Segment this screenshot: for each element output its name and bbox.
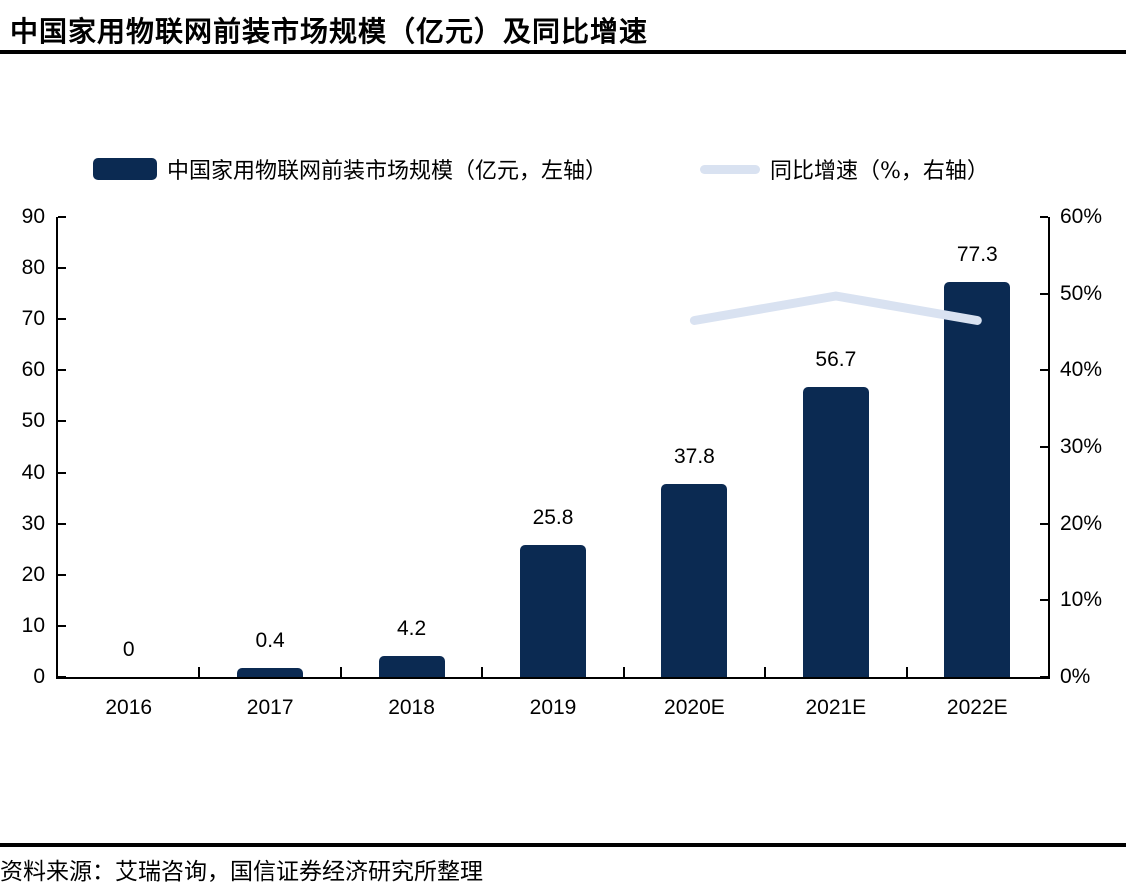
x-axis-tick <box>622 667 625 677</box>
y-axis-left-label: 50 <box>21 409 45 433</box>
y-axis-right-tick <box>1040 216 1048 218</box>
x-axis-label-2020E: 2020E <box>664 696 725 719</box>
bar-value-label-2019: 25.8 <box>532 506 574 530</box>
x-axis-label-2021E: 2021E <box>805 696 867 719</box>
source-divider <box>0 843 1126 847</box>
y-axis-left-tick <box>58 216 66 218</box>
x-axis-label-2016: 2016 <box>105 696 153 719</box>
y-axis-right-label: 40% <box>1060 358 1103 382</box>
y-axis-left-label: 70 <box>21 307 45 331</box>
y-axis-left <box>56 217 58 679</box>
x-axis-label-2017: 2017 <box>246 696 294 719</box>
bar-value-label-2021E: 56.7 <box>815 348 857 372</box>
y-axis-left-label: 30 <box>21 511 45 535</box>
y-axis-left-label: 0 <box>33 665 45 688</box>
y-axis-left-tick <box>58 624 66 627</box>
y-axis-right-label: 0% <box>1060 665 1091 688</box>
y-axis-left-tick <box>58 522 66 525</box>
legend-item-market-size: 中国家用物联网前装市场规模（亿元，左轴） <box>93 150 607 188</box>
growth-rate-line <box>689 291 982 325</box>
y-axis-right <box>1048 217 1050 679</box>
bar-value-label-2016: 0 <box>122 638 135 661</box>
y-axis-right-tick <box>1040 599 1048 602</box>
y-axis-left-tick <box>58 318 66 321</box>
bar-2017 <box>237 668 304 677</box>
y-axis-right-tick <box>1040 292 1048 295</box>
y-axis-right-label: 60% <box>1060 205 1103 228</box>
y-axis-left-tick <box>58 676 66 678</box>
bar-value-label-2017: 0.4 <box>255 629 285 652</box>
x-axis-tick <box>905 667 908 677</box>
x-axis-tick <box>764 667 767 677</box>
y-axis-right-tick <box>1040 369 1048 372</box>
x-axis-label-2018: 2018 <box>388 696 435 719</box>
bar-series-swatch-icon <box>93 158 157 180</box>
legend-item-growth-rate: 同比增速（%，右轴） <box>700 150 989 188</box>
bar-2019 <box>520 545 586 677</box>
y-axis-right-tick <box>1040 522 1048 525</box>
legend-label-market-size: 中国家用物联网前装市场规模（亿元，左轴） <box>167 159 608 184</box>
x-axis-tick <box>481 667 484 677</box>
bar-value-label-2018: 4.2 <box>396 616 427 640</box>
y-axis-left-tick <box>58 573 66 576</box>
y-axis-left-tick <box>58 471 66 474</box>
bar-2020E <box>661 483 728 677</box>
growth-rate-polyline <box>689 291 982 325</box>
source-text: 资料来源：艾瑞咨询，国信证券经济研究所整理 <box>0 859 483 885</box>
y-axis-right-label: 30% <box>1060 435 1103 458</box>
legend-label-growth-rate: 同比增速（%，右轴） <box>770 159 989 184</box>
title-divider <box>0 50 1126 54</box>
x-axis-tick <box>339 667 342 677</box>
y-axis-left-tick <box>58 267 66 270</box>
y-axis-left-tick <box>58 369 66 372</box>
bar-2022E <box>944 281 1011 677</box>
y-axis-right-label: 10% <box>1060 588 1103 612</box>
y-axis-left-label: 80 <box>21 256 45 280</box>
x-axis-label-2022E: 2022E <box>946 696 1008 719</box>
y-axis-left-label: 10 <box>21 613 45 637</box>
y-axis-right-label: 50% <box>1060 281 1103 305</box>
y-axis-right-tick <box>1040 446 1048 448</box>
y-axis-left-label: 40 <box>21 460 45 484</box>
y-axis-left-label: 90 <box>21 205 45 228</box>
x-axis-tick <box>198 667 201 677</box>
y-axis-left-tick <box>58 420 66 423</box>
bar-2021E <box>802 387 869 677</box>
y-axis-left-label: 20 <box>21 562 45 586</box>
x-axis-label-2019: 2019 <box>529 696 577 719</box>
x-axis <box>56 677 1050 679</box>
line-series-swatch-icon <box>700 164 760 174</box>
y-axis-right-tick <box>1040 676 1048 678</box>
bar-value-label-2020E: 37.8 <box>673 444 715 468</box>
bar-2018 <box>378 655 445 677</box>
y-axis-right-label: 20% <box>1060 511 1103 535</box>
y-axis-left-label: 60 <box>21 358 45 382</box>
bar-value-label-2022E: 77.3 <box>956 242 998 266</box>
page-title: 中国家用物联网前装市场规模（亿元）及同比增速 <box>10 15 649 48</box>
